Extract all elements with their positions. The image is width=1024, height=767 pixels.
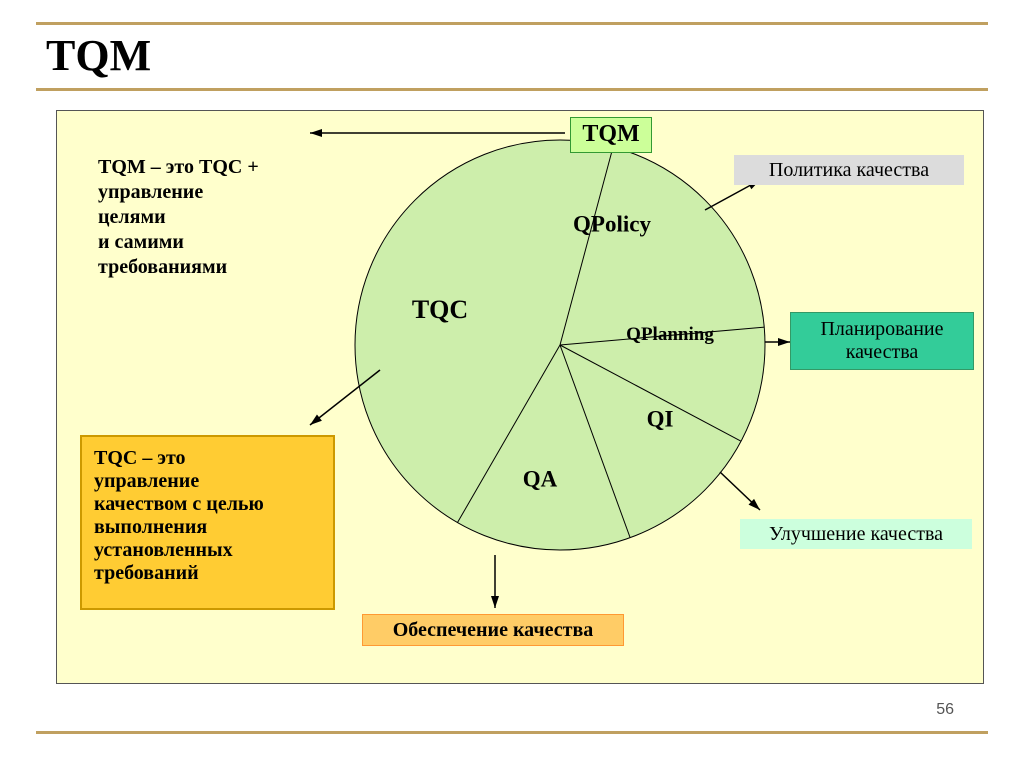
qa-arrow [491, 555, 499, 608]
qplanning-arrow [765, 338, 790, 346]
qi-callout: Улучшение качества [740, 519, 972, 549]
tqm-to-note [310, 129, 565, 137]
sector-label-qplanning: QPlanning [626, 323, 714, 347]
sector-label-tqc: TQC [412, 294, 468, 327]
qa-callout: Обеспечение качества [362, 614, 624, 646]
tqm-head-box: TQM [570, 117, 652, 153]
slide: TQM TQM – это TQC +управлениецелямии сам… [0, 0, 1024, 767]
qpolicy-callout: Политика качества [734, 155, 964, 185]
sector-label-qpolicy: QPolicy [573, 211, 651, 240]
page-number: 56 [936, 701, 954, 719]
sector-label-qi: QI [647, 406, 674, 435]
sector-label-qa: QA [523, 466, 558, 495]
diagram-svg [0, 0, 1024, 767]
qi-arrow [720, 472, 760, 510]
qplanning-callout: Планированиекачества [790, 312, 974, 370]
